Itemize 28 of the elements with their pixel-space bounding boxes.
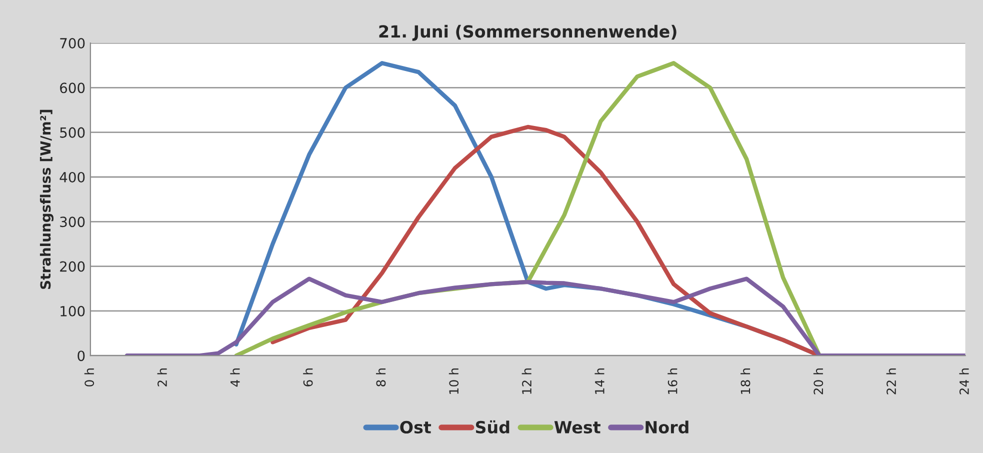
y-tick-label: 500 [60, 127, 85, 138]
x-tick-label: 10 h [448, 368, 459, 394]
y-tick-label: 700 [60, 38, 85, 49]
y-tick-label: 400 [60, 172, 85, 182]
chart-title: 21. Juni (Sommersonnenwende) [379, 24, 676, 41]
y-tick-label: 100 [60, 306, 85, 316]
x-tick-label: 22 h [886, 368, 896, 394]
y-axis-title: Strahlungsfluss [W/m²] [40, 110, 54, 289]
x-tick-label: 0 h [84, 368, 94, 386]
x-tick-label: 14 h [594, 368, 604, 394]
legend-label: Nord [646, 420, 688, 434]
x-tick-label: 20 h [813, 368, 824, 394]
x-tick-label: 2 h [157, 368, 167, 386]
y-tick-label: 600 [60, 82, 85, 94]
x-tick-label: 6 h [303, 368, 313, 386]
x-tick-label: 24 h [959, 368, 969, 394]
x-tick-label: 8 h [376, 368, 386, 386]
x-tick-label: 16 h [668, 368, 678, 394]
x-tick-label: 4 h [230, 368, 240, 387]
y-tick-label: 300 [60, 216, 85, 228]
line-series [124, 276, 966, 356]
x-tick-label: 18 h [740, 368, 750, 394]
legend-label: Süd [476, 420, 510, 434]
legend-label: Ost [400, 420, 432, 434]
x-tick-label: 12 h [522, 368, 532, 394]
y-tick-label: 0 [78, 350, 85, 362]
y-tick-label: 200 [60, 261, 85, 272]
legend-label: West [554, 421, 600, 434]
